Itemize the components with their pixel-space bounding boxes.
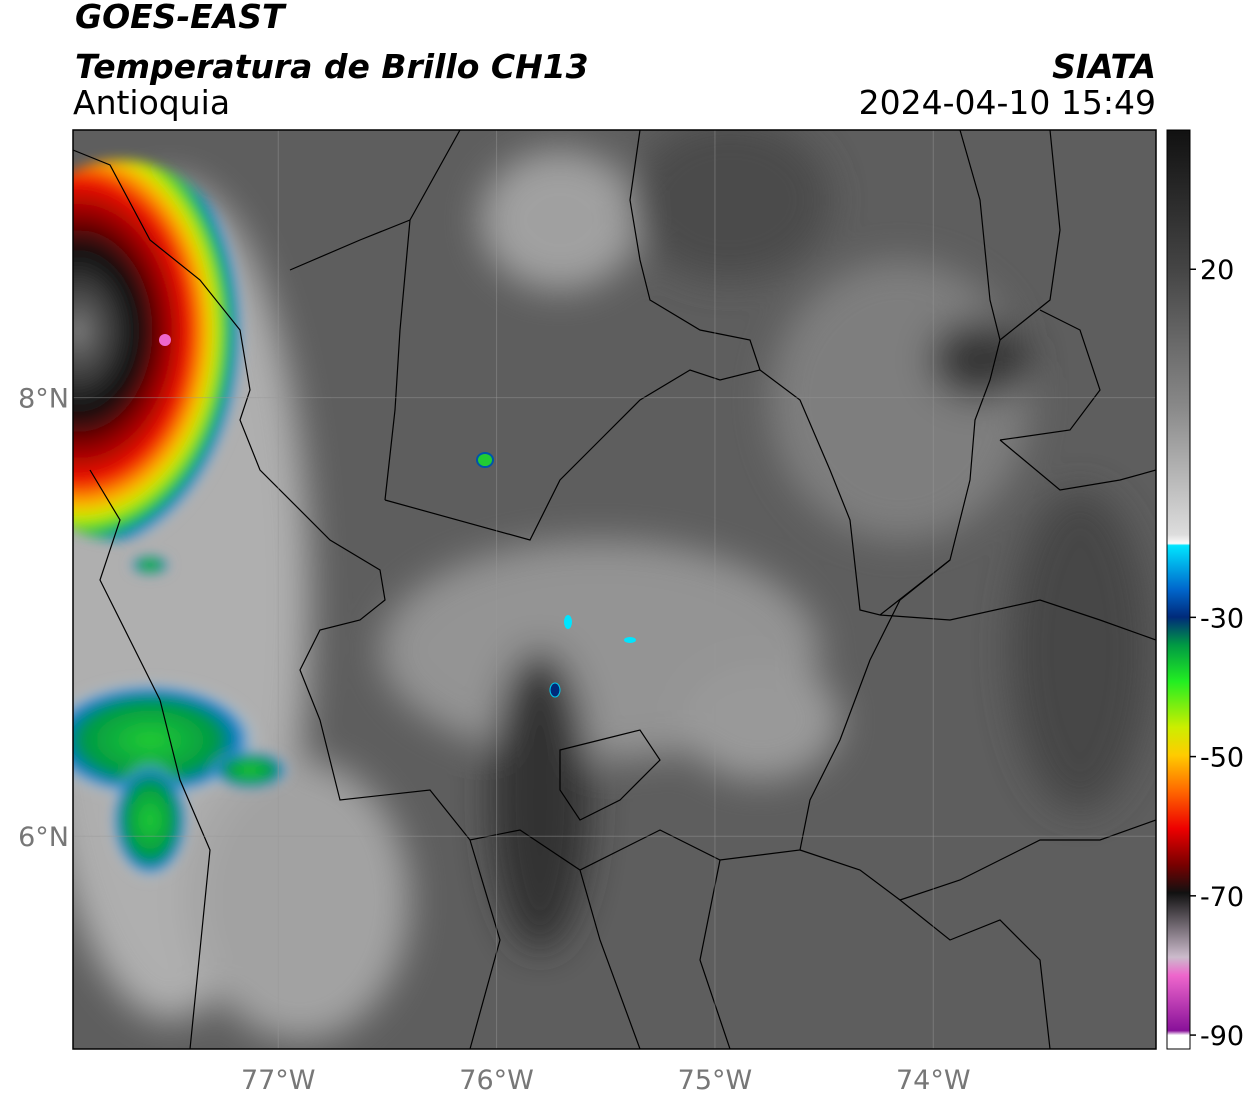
source: SIATA	[1052, 47, 1156, 86]
x-tick-label: 75°W	[678, 1065, 753, 1096]
title: GOES-EAST	[75, 0, 287, 36]
colorbar-tick-label: -90	[1200, 1021, 1244, 1052]
subtitle: Temperatura de Brillo CH13	[75, 47, 589, 86]
x-tick-label: 76°W	[459, 1065, 534, 1096]
x-tick-label: 77°W	[241, 1065, 316, 1096]
grid	[73, 130, 1156, 1049]
y-tick-label: 6°N	[18, 822, 69, 853]
colorbar-tick-label: 20	[1200, 255, 1234, 286]
y-tick-label: 8°N	[18, 384, 69, 415]
map-imagery	[73, 130, 1156, 1049]
map-frame	[72, 129, 1157, 1050]
x-tick-label: 74°W	[896, 1065, 971, 1096]
region: Antioquia	[73, 83, 230, 122]
timestamp: 2024-04-10 15:49	[859, 83, 1156, 122]
colorbar	[1166, 129, 1191, 1050]
colorbar-tick-label: -30	[1200, 603, 1244, 634]
colorbar-tick-label: -50	[1200, 743, 1244, 774]
colorbar-tick-label: -70	[1200, 882, 1244, 913]
